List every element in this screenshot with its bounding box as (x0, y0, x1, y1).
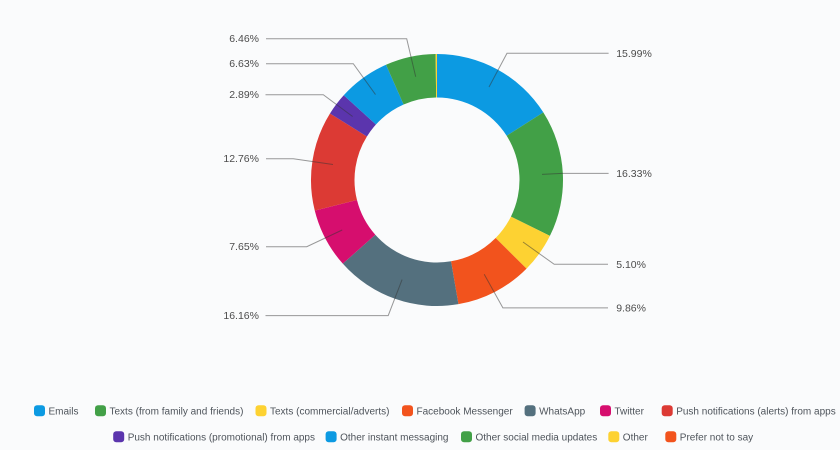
svg-text:16.33%: 16.33% (616, 168, 652, 180)
svg-text:Texts (commercial/adverts): Texts (commercial/adverts) (270, 406, 389, 417)
svg-text:Prefer not to say: Prefer not to say (680, 432, 753, 443)
svg-text:Texts (from family and friends: Texts (from family and friends) (110, 406, 244, 417)
svg-text:16.16%: 16.16% (223, 310, 259, 322)
svg-text:2.89%: 2.89% (229, 89, 259, 101)
svg-text:Twitter: Twitter (615, 406, 645, 417)
svg-text:WhatsApp: WhatsApp (539, 406, 586, 417)
svg-text:Push notifications (alerts) fr: Push notifications (alerts) from apps (676, 406, 836, 417)
svg-text:Other instant messaging: Other instant messaging (340, 432, 448, 443)
svg-text:7.65%: 7.65% (229, 241, 259, 253)
svg-text:12.76%: 12.76% (223, 153, 259, 165)
svg-text:15.99%: 15.99% (616, 48, 652, 60)
svg-text:9.86%: 9.86% (616, 302, 646, 314)
svg-text:Emails: Emails (49, 406, 79, 417)
svg-text:6.46%: 6.46% (229, 33, 259, 45)
svg-text:5.10%: 5.10% (616, 259, 646, 271)
svg-text:Push notifications (promotiona: Push notifications (promotional) from ap… (128, 432, 315, 443)
svg-text:Other social media updates: Other social media updates (476, 432, 598, 443)
svg-text:6.63%: 6.63% (229, 58, 259, 70)
svg-text:Facebook Messenger: Facebook Messenger (417, 406, 514, 417)
svg-text:Other: Other (623, 432, 649, 443)
